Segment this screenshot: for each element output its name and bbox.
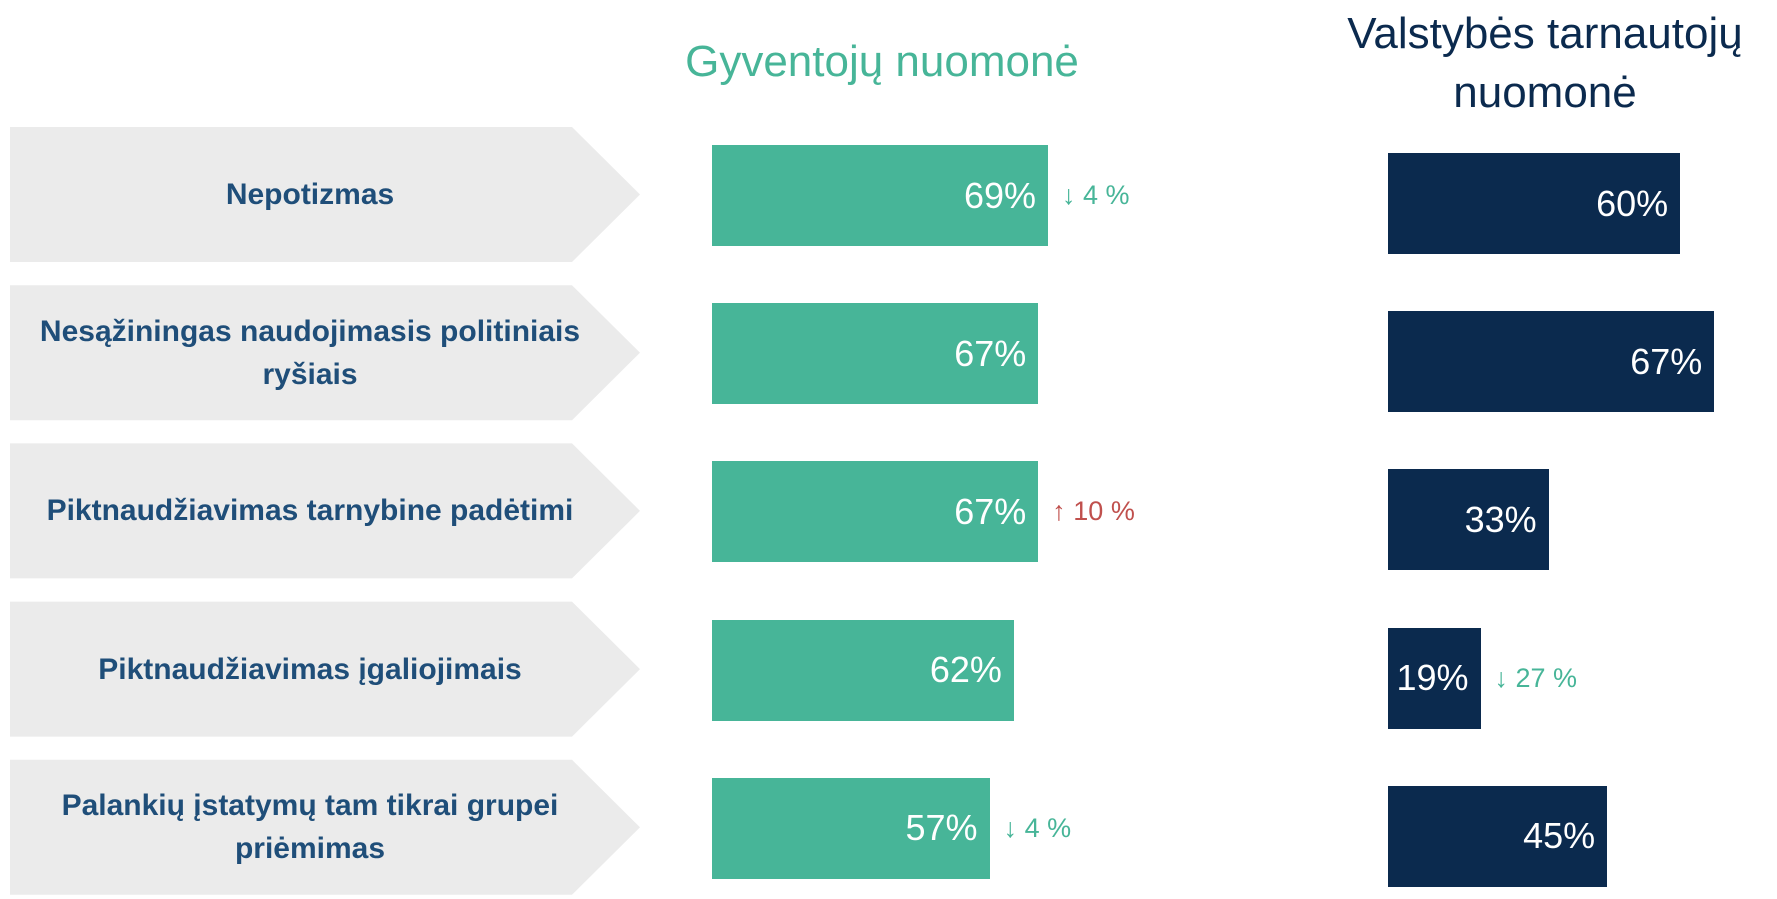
bar: 67%	[712, 303, 1039, 405]
category-label: Palankių įstatymų tam tikrai grupei priė…	[61, 789, 559, 866]
change-label: ↓ 4 %	[1003, 812, 1072, 843]
value-label: 67%	[1630, 340, 1703, 382]
bar: 67%	[1388, 311, 1715, 413]
bar: 33%	[1388, 469, 1549, 571]
chart-title: Gyventojų nuomonė	[685, 37, 1079, 86]
category-label: Piktnaudžiavimas tarnybine padėtimi	[46, 494, 574, 528]
bar: 67%	[712, 461, 1039, 563]
bar: 19%	[1388, 627, 1481, 729]
bar: 69%	[712, 145, 1049, 246]
category-label: Piktnaudžiavimas įgaliojimais	[98, 652, 522, 686]
bar: 62%	[712, 619, 1014, 721]
value-label: 60%	[1596, 182, 1669, 224]
category-arrow	[10, 127, 640, 262]
category-arrow	[10, 601, 640, 737]
bar: 45%	[1388, 785, 1608, 887]
value-label: 57%	[905, 807, 978, 849]
category-arrow	[10, 443, 640, 579]
value-label: 67%	[954, 490, 1027, 532]
category-arrow	[10, 759, 640, 895]
chart-title: Valstybės tarnautojų nuomonė	[1347, 9, 1743, 117]
change-label: ↑ 10 %	[1052, 496, 1135, 527]
value-label: 69%	[963, 174, 1037, 216]
value-label: 62%	[929, 649, 1002, 691]
value-label: 45%	[1523, 815, 1596, 857]
bar: 60%	[1388, 153, 1681, 254]
category-label: Nepotizmas	[225, 178, 395, 211]
category-arrow	[10, 285, 640, 421]
bar: 57%	[712, 777, 990, 879]
change-label: ↓ 27 %	[1494, 662, 1578, 693]
value-label: 67%	[954, 332, 1027, 374]
category-label: Nesąžiningas naudojimasis politiniais ry…	[39, 314, 581, 391]
change-label: ↓ 4 %	[1062, 180, 1130, 210]
value-label: 33%	[1464, 498, 1537, 540]
value-label: 19%	[1396, 657, 1469, 699]
